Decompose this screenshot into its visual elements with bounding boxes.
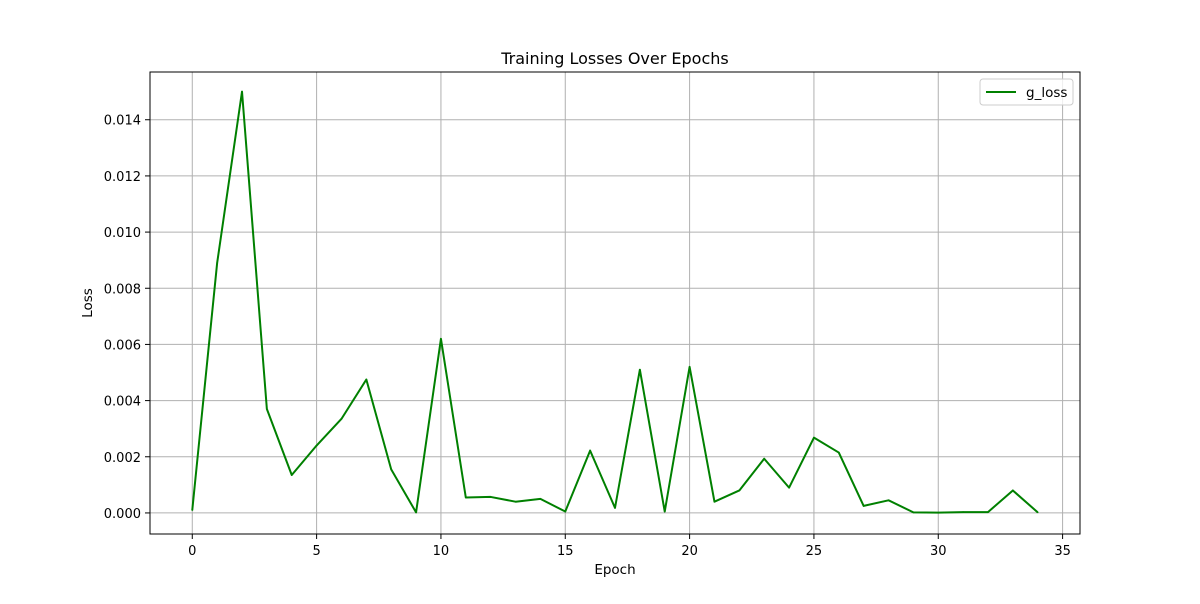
data-point xyxy=(713,500,716,503)
x-tick-label: 0 xyxy=(188,544,196,559)
data-point xyxy=(912,511,915,514)
y-tick-label: 0.008 xyxy=(104,282,141,297)
data-point xyxy=(862,505,865,507)
y-axis-label: Loss xyxy=(80,288,96,318)
legend-label: g_loss xyxy=(1026,85,1067,101)
data-point xyxy=(390,468,393,471)
data-point xyxy=(663,510,666,513)
y-tick-label: 0.000 xyxy=(104,507,141,522)
plot-frame xyxy=(149,71,1081,535)
data-point xyxy=(340,418,343,420)
legend: g_loss xyxy=(979,78,1074,106)
data-point xyxy=(614,507,616,509)
data-point xyxy=(365,378,368,381)
data-point xyxy=(1036,511,1039,514)
x-tick-label: 5 xyxy=(312,544,320,559)
data-point xyxy=(191,509,194,511)
data-point xyxy=(440,338,442,340)
data-point xyxy=(290,474,293,476)
data-point xyxy=(813,436,815,439)
x-tick-label: 20 xyxy=(681,544,698,559)
data-point xyxy=(266,408,268,410)
data-point xyxy=(539,498,542,500)
data-point xyxy=(639,368,641,371)
data-point xyxy=(837,451,840,454)
data-point xyxy=(962,511,964,513)
data-point xyxy=(937,511,940,514)
y-tick-label: 0.010 xyxy=(104,226,141,241)
x-tick-label: 25 xyxy=(806,544,823,559)
data-point xyxy=(738,489,741,492)
x-tick-label: 10 xyxy=(433,544,450,559)
data-point xyxy=(788,486,790,489)
y-tick-label: 0.014 xyxy=(104,114,141,129)
x-tick-label: 30 xyxy=(930,544,947,559)
data-point xyxy=(241,90,243,93)
axis-ticks: 0 5 10 15 20 25 30 35 0.000 0.002 0.004 0.006 0.008 0… xyxy=(104,114,1071,559)
data-point xyxy=(514,500,517,503)
data-point xyxy=(987,511,989,513)
data-point xyxy=(465,496,467,499)
data-point xyxy=(688,366,691,368)
chart-title: Training Losses Over Epochs xyxy=(500,49,728,68)
data-point xyxy=(489,496,492,498)
series-lines xyxy=(191,90,1039,514)
y-tick-label: 0.004 xyxy=(104,395,141,410)
data-point xyxy=(315,444,318,447)
x-tick-label: 15 xyxy=(557,544,574,559)
y-tick-label: 0.002 xyxy=(104,451,141,466)
x-axis-label: Epoch xyxy=(594,562,635,578)
data-point xyxy=(887,499,890,502)
data-point xyxy=(763,457,765,460)
data-point xyxy=(1012,489,1014,492)
legend-box xyxy=(979,78,1074,106)
y-tick-label: 0.006 xyxy=(104,338,141,353)
grid xyxy=(150,72,1080,534)
series-line-g_loss xyxy=(191,90,1039,514)
data-point xyxy=(216,262,218,264)
data-point xyxy=(589,449,591,452)
data-point xyxy=(564,510,567,513)
y-tick-label: 0.012 xyxy=(104,170,141,185)
x-tick-label: 35 xyxy=(1054,544,1071,559)
data-point xyxy=(415,511,417,514)
